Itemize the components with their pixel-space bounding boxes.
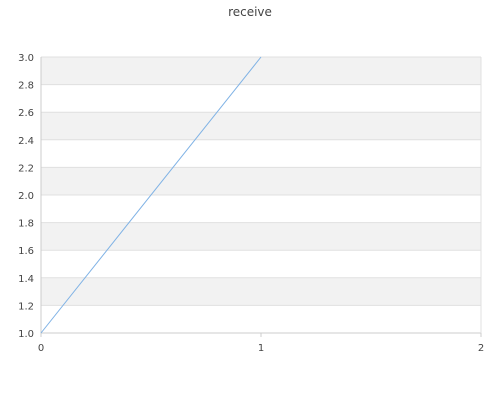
x-tick-label: 1 [258, 343, 264, 354]
y-tick-label: 1.2 [18, 301, 34, 312]
y-tick-label: 1.8 [18, 219, 34, 230]
y-tick-label: 2.2 [18, 163, 34, 174]
y-tick-label: 1.4 [18, 274, 34, 285]
x-tick-label: 0 [38, 343, 44, 354]
y-tick-label: 3.0 [18, 53, 34, 64]
y-tick-label: 2.0 [18, 191, 34, 202]
x-axis-ticks: 0 1 2 [38, 333, 484, 354]
y-tick-label: 2.6 [18, 108, 34, 119]
series-layer [40, 56, 262, 334]
grid-bands [41, 57, 481, 306]
y-axis-ticks: 1.0 1.2 1.4 1.6 1.8 2.0 2.2 2.4 2.6 2.8 3.0 [18, 53, 34, 340]
x-tick-label: 2 [478, 343, 484, 354]
series-line [40, 56, 262, 334]
y-tick-label: 2.8 [18, 81, 34, 92]
y-tick-label: 1.0 [18, 329, 34, 340]
grid-band [41, 57, 481, 85]
grid-lines [41, 56, 481, 334]
chart-title: receive [228, 5, 272, 19]
y-tick-label: 2.4 [18, 136, 34, 147]
grid-band [41, 277, 481, 306]
grid-band [41, 222, 481, 251]
grid-band [41, 167, 481, 195]
grid-band [41, 112, 481, 140]
y-tick-label: 1.6 [18, 246, 34, 257]
